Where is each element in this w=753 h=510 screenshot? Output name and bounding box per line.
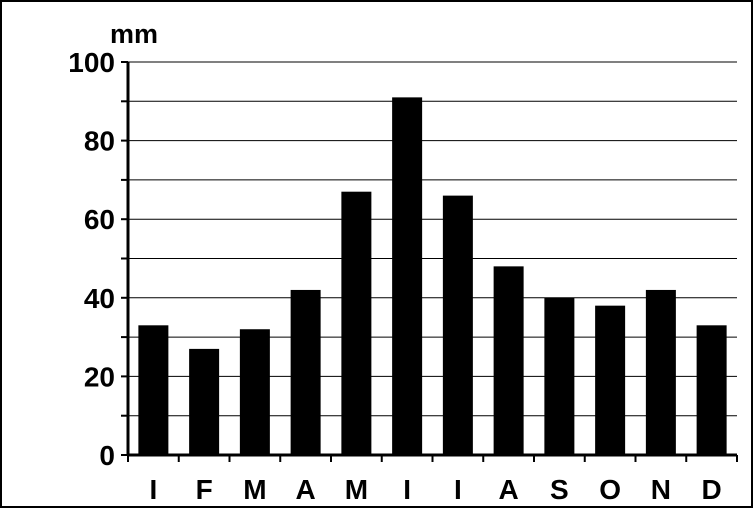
- bars: [138, 97, 727, 456]
- bar: [493, 266, 524, 455]
- axes: [121, 61, 738, 462]
- x-tick-label: M: [243, 474, 266, 505]
- bar: [189, 348, 220, 455]
- bar: [442, 195, 473, 455]
- bar: [138, 325, 169, 455]
- bar: [239, 329, 270, 455]
- x-tick-label: S: [550, 474, 569, 505]
- bar: [595, 305, 626, 455]
- x-tick-label: F: [196, 474, 213, 505]
- bar: [645, 289, 676, 455]
- x-tick-label: I: [454, 474, 462, 505]
- x-tick-label: D: [702, 474, 722, 505]
- y-tick-label: 0: [99, 440, 115, 471]
- y-tick-labels: 0 20 40 60 80 100: [68, 47, 115, 471]
- y-tick-label: 60: [84, 204, 115, 235]
- bar: [341, 191, 372, 455]
- y-unit-label: mm: [110, 19, 158, 49]
- x-tick-label: O: [599, 474, 621, 505]
- y-tick-label: 100: [68, 47, 115, 78]
- bar: [290, 289, 321, 455]
- x-tick-label: N: [651, 474, 671, 505]
- y-tick-label: 20: [84, 361, 115, 392]
- x-tick-label: M: [345, 474, 368, 505]
- x-tick-label: I: [403, 474, 411, 505]
- x-tick-label: A: [296, 474, 316, 505]
- x-tick-label: A: [499, 474, 519, 505]
- bar: [392, 97, 423, 456]
- bar: [696, 325, 727, 455]
- y-tick-label: 40: [84, 283, 115, 314]
- bar: [544, 297, 575, 455]
- x-tick-label: I: [149, 474, 157, 505]
- y-tick-label: 80: [84, 126, 115, 157]
- gridlines: [128, 61, 737, 417]
